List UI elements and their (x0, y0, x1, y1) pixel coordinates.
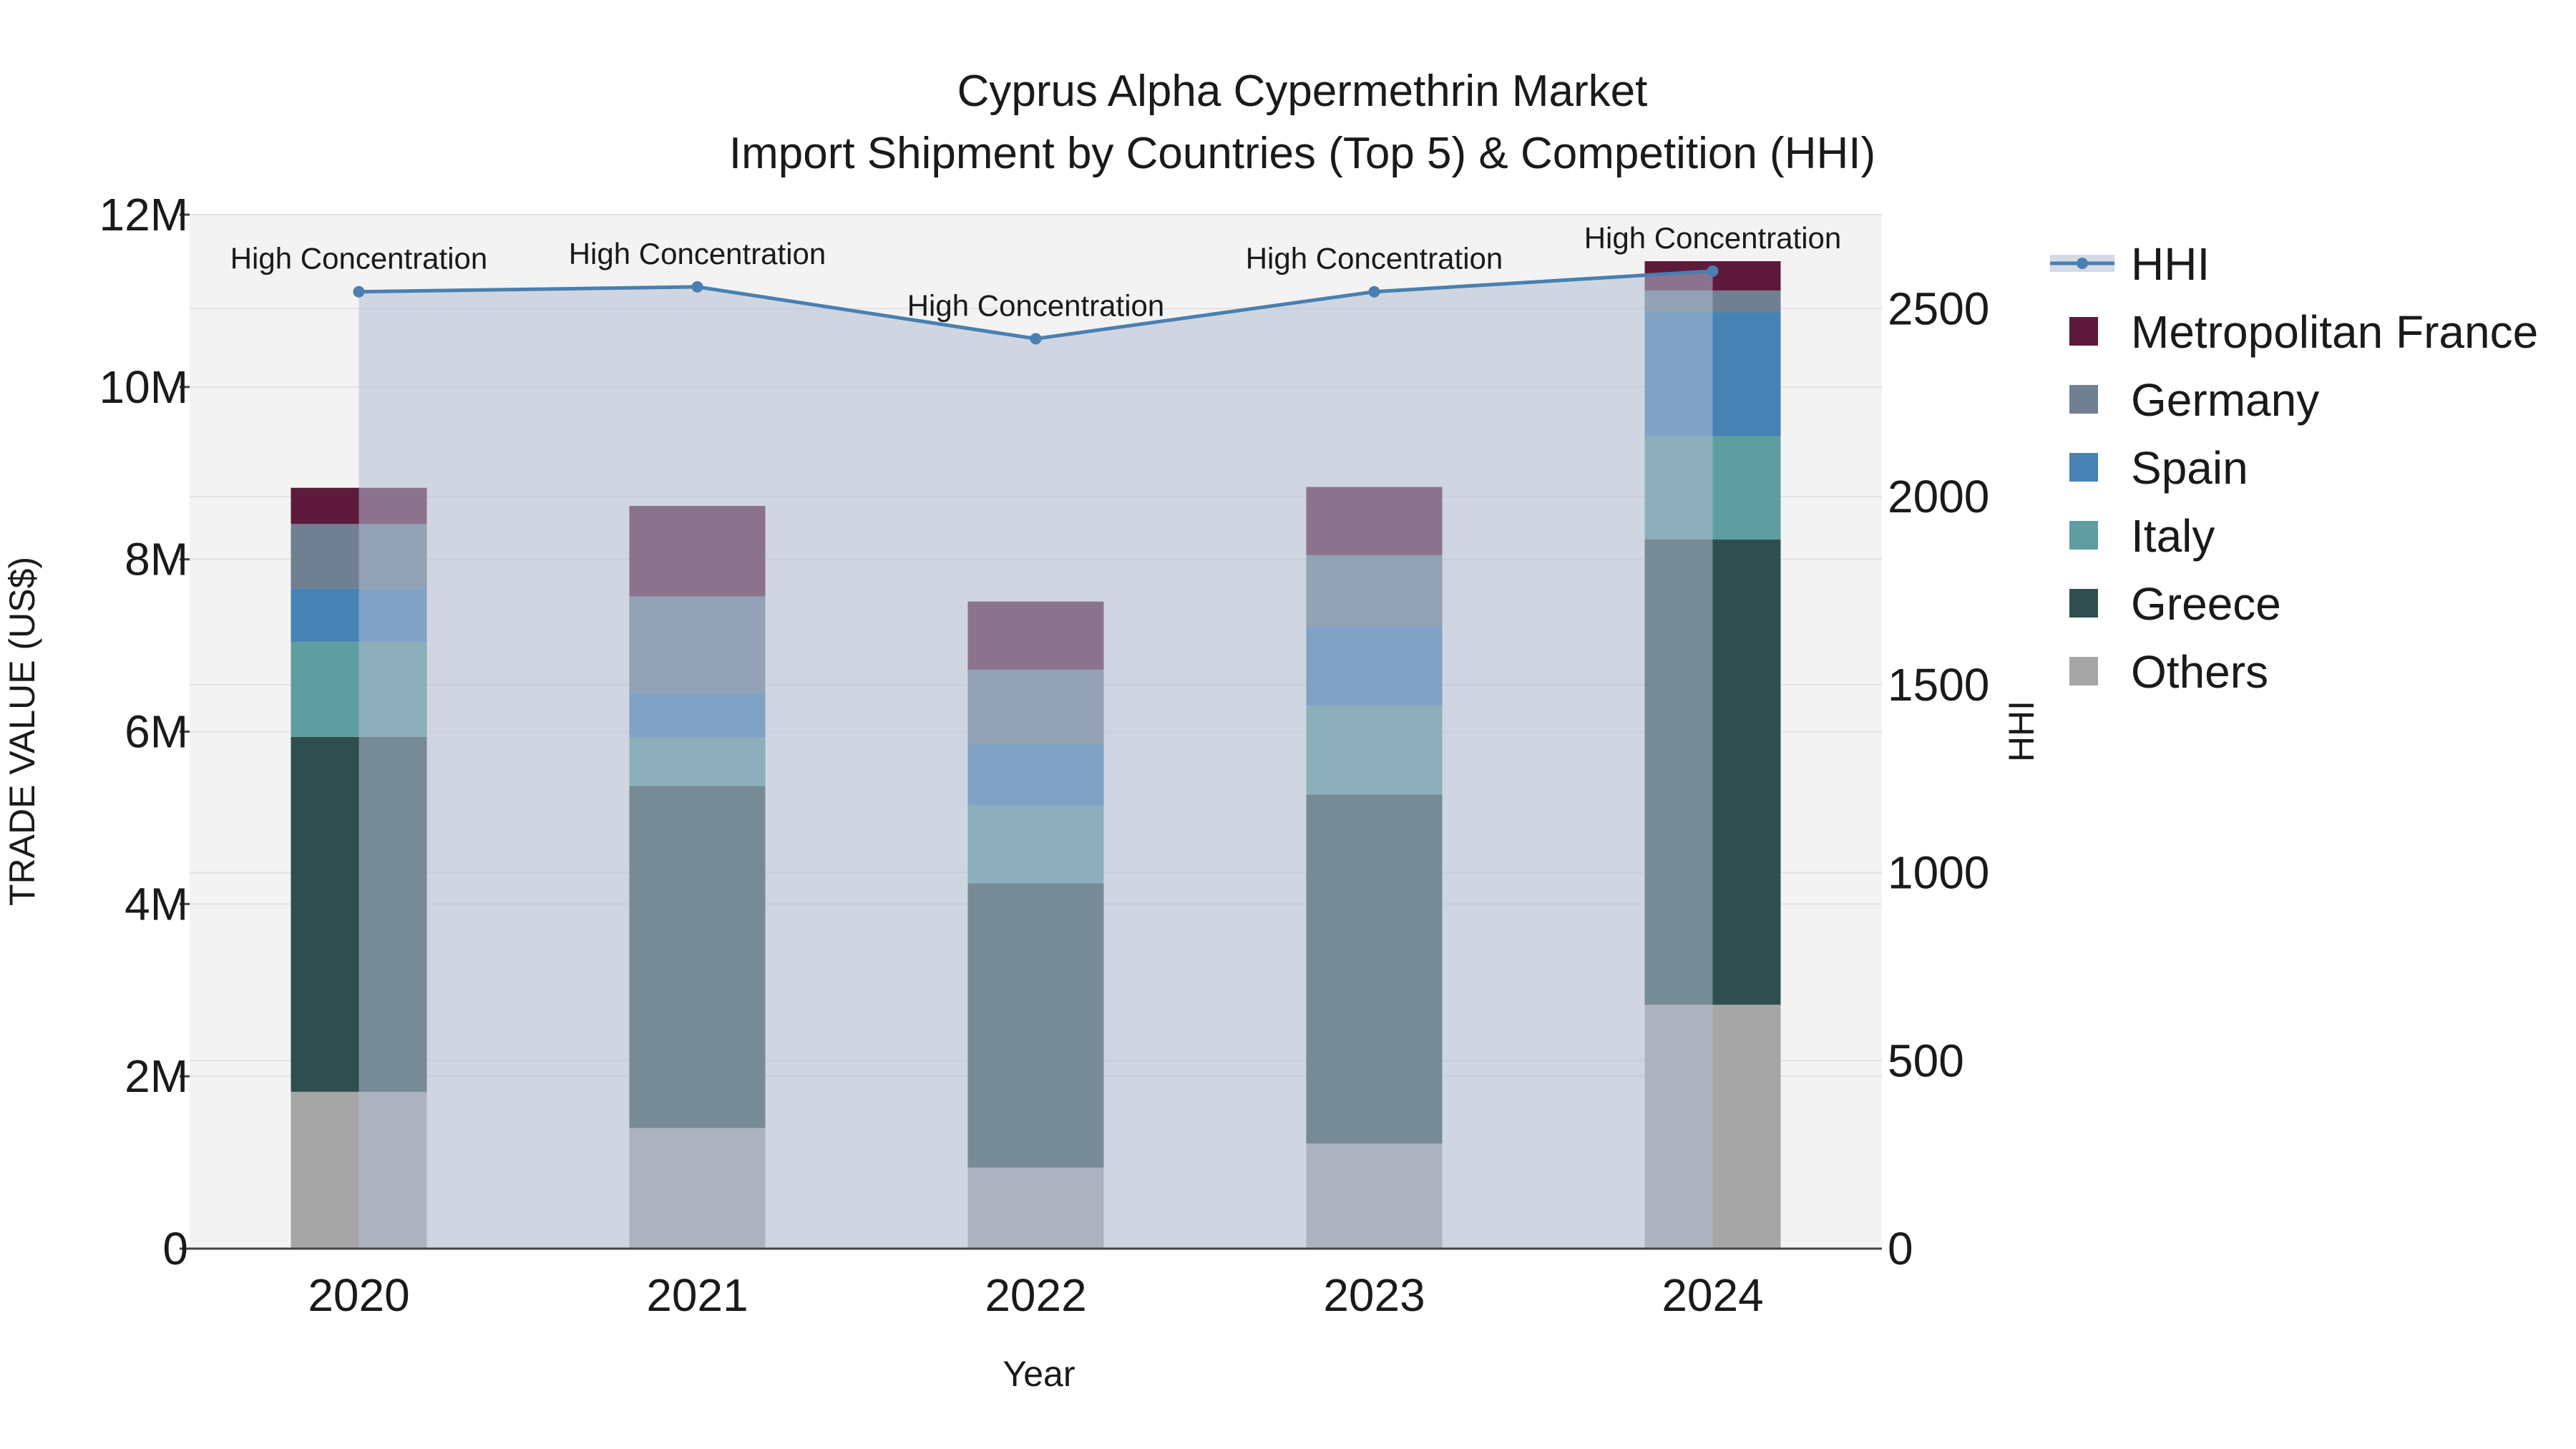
y2-tick-label: 500 (1888, 1035, 1964, 1086)
hhi-area-fill (358, 270, 1713, 1249)
hhi-point (1030, 333, 1042, 345)
legend-label[interactable]: Greece (2131, 578, 2281, 630)
legend-label[interactable]: Spain (2131, 442, 2248, 494)
legend-swatch[interactable] (2069, 521, 2098, 550)
x-tick-label: 2024 (1662, 1269, 1763, 1321)
legend-label[interactable]: Others (2131, 646, 2268, 698)
y-tick-label: 8M (125, 534, 188, 585)
x-tick-label: 2021 (646, 1269, 748, 1321)
hhi-annotations: High Concentration High Concentration High… (230, 221, 1842, 323)
x-tick-label: 2020 (308, 1269, 409, 1321)
y-tick-label: 4M (125, 878, 188, 930)
chart-title-line2: Import Shipment by Countries (Top 5) & C… (729, 129, 1875, 178)
legend-swatch[interactable] (2069, 317, 2098, 346)
y-tick-label: 12M (99, 189, 189, 240)
hhi-point (1368, 286, 1380, 298)
hhi-annotation: High Concentration (1584, 221, 1842, 255)
hhi-annotation: High Concentration (1246, 242, 1503, 275)
hhi-annotation: High Concentration (569, 237, 826, 270)
y-tick-label: 0 (162, 1223, 188, 1274)
y-tick-label: 2M (125, 1050, 188, 1102)
hhi-annotation: High Concentration (230, 242, 488, 275)
x-axis-ticks: 2020 2021 2022 2023 2024 (308, 1269, 1763, 1321)
y2-tick-label: 1000 (1888, 847, 1989, 899)
hhi-point (691, 280, 703, 293)
y-axis-title: TRADE VALUE (US$) (2, 557, 42, 906)
y2-axis-title: HHI (2001, 701, 2041, 762)
x-axis-title: Year (1002, 1354, 1075, 1394)
y2-tick-label: 1500 (1888, 659, 1989, 711)
hhi-point (353, 286, 365, 298)
legend-label[interactable]: Germany (2131, 374, 2319, 426)
y-axis-ticks: 0 2M 4M 6M 8M 10M 12M (99, 189, 190, 1274)
hhi-line-group (353, 265, 1719, 1249)
y2-tick-label: 2500 (1888, 283, 1989, 334)
hhi-annotation: High Concentration (907, 288, 1165, 322)
legend-swatch-hhi-marker[interactable] (2077, 258, 2088, 269)
legend-label[interactable]: Italy (2131, 510, 2215, 562)
legend-swatch[interactable] (2069, 657, 2098, 686)
y2-axis-ticks: 0 500 1000 1500 2000 2500 (1888, 283, 1989, 1274)
legend-label[interactable]: Metropolitan France (2131, 306, 2538, 358)
y2-tick-label: 0 (1888, 1223, 1913, 1274)
y-tick-label: 10M (99, 361, 189, 413)
legend-swatch[interactable] (2069, 385, 2098, 414)
x-tick-label: 2022 (985, 1269, 1086, 1321)
y2-tick-label: 2000 (1888, 471, 1989, 522)
chart-title-line1: Cyprus Alpha Cypermethrin Market (957, 67, 1648, 116)
legend-label[interactable]: HHI (2131, 238, 2210, 290)
legend-swatch[interactable] (2069, 453, 2098, 482)
x-tick-label: 2023 (1323, 1269, 1425, 1321)
y-tick-label: 6M (125, 706, 188, 758)
legend: HHI Metropolitan France Germany Spain Italy G… (2050, 238, 2538, 698)
legend-swatch[interactable] (2069, 589, 2098, 618)
hhi-point (1707, 265, 1719, 277)
